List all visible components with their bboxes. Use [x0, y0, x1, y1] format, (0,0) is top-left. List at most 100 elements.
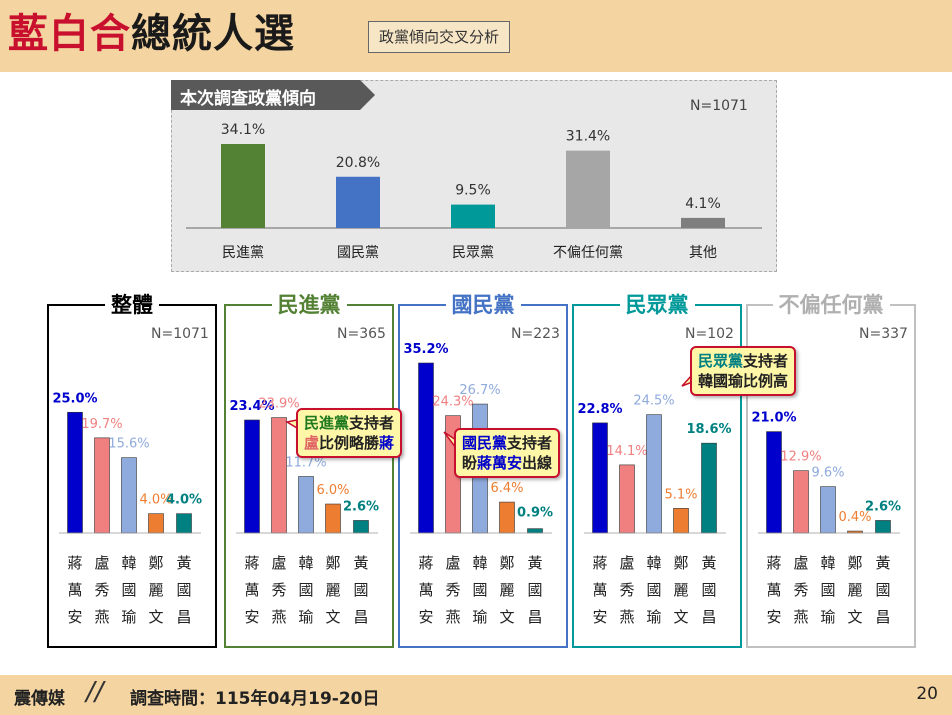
callout-kmt-name: 蔣萬安 — [477, 454, 523, 472]
candidate-name: 韓國瑜 — [298, 554, 314, 626]
candidate-name: 黃國昌 — [701, 554, 717, 626]
panel-title-dpp: 民進黨 — [271, 290, 347, 320]
candidate-name: 黃國昌 — [875, 554, 891, 626]
tab-shape — [171, 80, 375, 110]
panel3-bar-label-4: 18.6% — [686, 422, 731, 437]
top-chart-title: 本次調查政黨傾向 — [180, 89, 316, 109]
panel4-bar-label-3: 0.4% — [838, 510, 871, 525]
panel-n-overall: N=1071 — [151, 326, 209, 342]
callout-tpp-line2: 韓國瑜比例高 — [698, 372, 789, 390]
page-title-highlight: 藍白合 — [8, 11, 131, 57]
panel4-bar-0 — [766, 431, 782, 534]
candidate-name: 韓國瑜 — [472, 554, 488, 626]
panel0-bar-3 — [148, 513, 164, 534]
candidate-name: 黃國昌 — [176, 554, 192, 626]
top-bar-label-4: 4.1% — [685, 196, 721, 212]
candidate-name: 盧秀燕 — [793, 554, 809, 626]
callout-tpp: 民眾黨支持者 韓國瑜比例高 — [690, 346, 797, 396]
panel4-bar-label-2: 9.6% — [811, 466, 844, 481]
panel1-bar-label-4: 2.6% — [343, 499, 379, 514]
panel0-bar-2 — [121, 457, 137, 534]
panel1-bar-label-3: 6.0% — [316, 483, 349, 498]
panel1-bar-label-1: 23.9% — [258, 397, 299, 412]
callout-dpp-party: 民進黨 — [304, 414, 350, 432]
panel-n-tpp: N=102 — [685, 326, 734, 342]
panel3-bar-label-1: 14.1% — [606, 444, 647, 459]
top-category-2: 民眾黨 — [452, 245, 494, 261]
panel1-bar-3 — [325, 503, 341, 534]
candidate-name: 鄭麗文 — [499, 554, 515, 626]
panel0-bar-label-2: 15.6% — [108, 437, 149, 452]
panel0-bar-0 — [67, 411, 83, 534]
candidate-name: 蔣萬安 — [592, 554, 608, 626]
panel0-bar-4 — [176, 513, 192, 534]
panel0-bar-1 — [94, 437, 110, 534]
top-category-0: 民進黨 — [222, 245, 264, 261]
top-chart-n: N=1071 — [690, 98, 748, 114]
panel1-bar-label-2: 11.7% — [285, 455, 326, 470]
survey-date: 調查時間：115年04月19-20日 — [130, 689, 380, 709]
top-category-3: 不偏任何黨 — [553, 245, 623, 261]
panel-title-neutral: 不偏任何黨 — [772, 290, 890, 320]
panel0-bar-label-0: 25.0% — [52, 391, 97, 406]
callout-dpp: 民進黨支持者 盧比例略勝蔣 — [296, 408, 403, 458]
callout-dpp-mid: 比例略勝 — [319, 434, 380, 452]
panel4-bar-1 — [793, 470, 809, 534]
candidate-name: 鄭麗文 — [847, 554, 863, 626]
candidate-name: 盧秀燕 — [445, 554, 461, 626]
panel1-bar-2 — [298, 476, 314, 534]
panel2-bar-3 — [499, 501, 515, 534]
top-bar-label-1: 20.8% — [336, 155, 380, 171]
callout-kmt-rest: 支持者 — [507, 434, 553, 452]
panel2-bar-0 — [418, 362, 434, 534]
candidate-name: 盧秀燕 — [271, 554, 287, 626]
panel1-bar-label-0: 23.4% — [229, 399, 274, 414]
callout-dpp-name2: 蔣 — [379, 434, 395, 452]
top-bar-label-3: 31.4% — [566, 129, 610, 145]
panel4-bar-label-1: 12.9% — [780, 450, 821, 465]
panel2-bar-label-4: 0.9% — [517, 506, 553, 521]
candidate-name: 韓國瑜 — [121, 554, 137, 626]
candidate-name: 鄭麗文 — [148, 554, 164, 626]
candidate-name: 韓國瑜 — [646, 554, 662, 626]
panel0-bar-label-4: 4.0% — [166, 493, 202, 508]
party-tendency-chart-box — [171, 80, 777, 272]
callout-kmt-pre: 盼 — [462, 454, 478, 472]
callout-tpp-rest: 支持者 — [743, 352, 789, 370]
top-bar-3 — [566, 150, 610, 228]
panel-title-kmt: 國民黨 — [445, 290, 521, 320]
candidate-name: 蔣萬安 — [244, 554, 260, 626]
panel-title-overall: 整體 — [105, 290, 159, 320]
panel4-bar-4 — [875, 520, 891, 534]
top-category-4: 其他 — [689, 245, 717, 261]
top-category-1: 國民黨 — [337, 245, 379, 261]
panel1-bar-1 — [271, 417, 287, 534]
candidate-name: 盧秀燕 — [94, 554, 110, 626]
page-title-rest: 總統人選 — [131, 11, 295, 57]
panel3-bar-4 — [701, 442, 717, 534]
panel1-bar-4 — [353, 520, 369, 534]
page-title: 藍白合總統人選 — [8, 8, 295, 60]
footer-divider: // — [86, 677, 104, 707]
panel-n-dpp: N=365 — [337, 326, 386, 342]
panel-n-neutral: N=337 — [859, 326, 908, 342]
panel3-bar-3 — [673, 508, 689, 534]
panel3-bar-0 — [592, 422, 608, 534]
candidate-name: 鄭麗文 — [673, 554, 689, 626]
candidate-name: 盧秀燕 — [619, 554, 635, 626]
candidate-name: 黃國昌 — [527, 554, 543, 626]
panel3-bar-2 — [646, 414, 662, 534]
candidate-name: 鄭麗文 — [325, 554, 341, 626]
top-bar-label-2: 9.5% — [455, 183, 491, 199]
panel-title-tpp: 民眾黨 — [619, 290, 695, 320]
panel3-bar-label-0: 22.8% — [577, 402, 622, 417]
footer-brand: 震傳媒 — [14, 689, 65, 709]
panel2-bar-label-1: 24.3% — [432, 395, 473, 410]
panel2-bar-4 — [527, 528, 543, 534]
page-number: 20 — [916, 684, 938, 704]
callout-kmt-post: 出線 — [522, 454, 553, 472]
candidate-name: 蔣萬安 — [766, 554, 782, 626]
panel4-bar-2 — [820, 486, 836, 534]
